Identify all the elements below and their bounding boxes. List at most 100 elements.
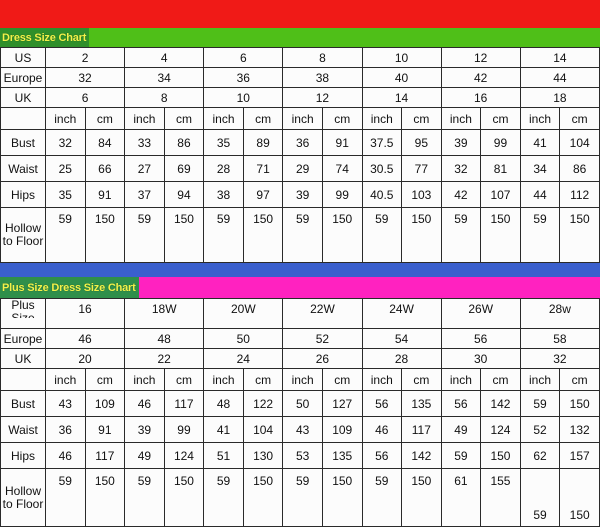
cell-hollow-plus: 150 [321,468,363,527]
table-row-units: inch cm inch cm inch cm inch cm inch cm … [0,107,600,130]
cell-waist: 27 [124,155,165,182]
cell-uk-plus: 32 [519,348,600,369]
table-row-plus-size: Plus Size 16 18W 20W 22W 24W 26W 28w [0,298,600,329]
row-label-hollow-to-floor: Hollow to Floor [0,207,46,263]
cell-bust-plus: 43 [45,390,86,417]
cell-hollow-plus: 150 [84,468,126,527]
cell-hollow: 59 [45,207,86,263]
cell-waist-plus: 124 [480,416,521,443]
unit-header-cm: cm [401,368,442,391]
cell-hollow: 150 [401,207,442,263]
unit-header-cm: cm [242,107,284,130]
cell-hollow: 59 [203,207,244,263]
cell-plus-size: 18W [124,298,205,329]
cell-waist: 71 [242,155,284,182]
cell-bust-plus: 56 [361,390,403,417]
cell-hips-plus: 51 [203,442,244,469]
cell-waist-plus: 43 [282,416,323,443]
unit-header-inch: inch [282,368,323,391]
cell-bust-plus: 59 [519,390,561,417]
cell-uk-size: 10 [203,87,284,108]
unit-header-inch: inch [519,368,561,391]
unit-header-inch: inch [361,368,403,391]
row-label-waist: Waist [0,155,46,182]
unit-header-cm: cm [480,107,521,130]
cell-hips: 91 [84,181,126,208]
cell-uk-plus: 26 [282,348,363,369]
cell-waist-plus: 132 [559,416,600,443]
table-row-hips-plus: Hips 46 117 49 124 51 130 53 135 56 142 … [0,442,600,469]
cell-hollow: 59 [124,207,165,263]
cell-bust-plus: 50 [282,390,323,417]
cell-bust: 39 [440,129,482,156]
cell-bust: 86 [163,129,205,156]
cell-hollow-plus: 61 [440,468,482,527]
table-row-uk: UK 6 8 10 12 14 16 18 [0,87,600,108]
cell-hollow: 150 [242,207,284,263]
unit-header-cm: cm [242,368,284,391]
cell-hips: 37 [124,181,165,208]
cell-hips: 94 [163,181,205,208]
cell-waist-plus: 46 [361,416,403,443]
row-label-bust-plus: Bust [0,390,46,417]
unit-header-cm: cm [559,107,600,130]
cell-europe-plus: 54 [361,328,442,349]
cell-hips: 99 [321,181,363,208]
cell-hollow-plus: 150 [242,468,284,527]
cell-hollow-plus: 59 [361,468,403,527]
cell-europe-plus: 58 [519,328,600,349]
cell-bust: 95 [401,129,442,156]
cell-hollow-plus: 59 [45,468,86,527]
cell-bust-plus: 150 [559,390,600,417]
cell-waist: 28 [203,155,244,182]
cell-bust: 37.5 [361,129,403,156]
cell-hollow: 150 [321,207,363,263]
cell-plus-size: 26W [440,298,521,329]
cell-us-size: 4 [124,47,205,68]
cell-waist-plus: 109 [321,416,363,443]
cell-europe-size: 40 [361,67,442,88]
cell-europe-size: 42 [440,67,521,88]
unit-header-inch: inch [124,368,165,391]
cell-waist-plus: 49 [440,416,482,443]
cell-plus-size: 20W [203,298,284,329]
cell-hips: 39 [282,181,323,208]
cell-hollow-plus: 59 [282,468,323,527]
cell-hollow-plus: 59 [124,468,165,527]
unit-header-inch: inch [203,368,244,391]
cell-europe-plus: 52 [282,328,363,349]
cell-hips-plus: 117 [84,442,126,469]
hollow-label-line1: Hollow [4,221,41,235]
cell-uk-size: 8 [124,87,205,108]
cell-us-size: 12 [440,47,521,68]
cell-uk-size: 16 [440,87,521,108]
cell-uk-size: 12 [282,87,363,108]
cell-hips: 103 [401,181,442,208]
unit-header-inch: inch [361,107,403,130]
cell-hollow: 150 [163,207,205,263]
cell-waist: 29 [282,155,323,182]
unit-header-cm: cm [84,107,126,130]
unit-header-inch: inch [282,107,323,130]
cell-bust: 41 [519,129,561,156]
table-row-units-plus: inch cm inch cm inch cm inch cm inch cm … [0,368,600,391]
cell-hips-plus: 46 [45,442,86,469]
cell-waist-plus: 39 [124,416,165,443]
unit-header-inch: inch [203,107,244,130]
cell-europe-plus: 50 [203,328,284,349]
cell-hips-plus: 59 [440,442,482,469]
table-row-europe: Europe 32 34 36 38 40 42 44 [0,67,600,88]
cell-hollow: 150 [480,207,521,263]
unit-header-cm: cm [84,368,126,391]
cell-bust-plus: 109 [84,390,126,417]
cell-hollow-plus: 150 [559,468,600,527]
cell-europe-size: 44 [519,67,600,88]
cell-hollow: 59 [282,207,323,263]
cell-waist-plus: 104 [242,416,284,443]
cell-bust: 32 [45,129,86,156]
cell-us-size: 8 [282,47,363,68]
cell-europe-size: 38 [282,67,363,88]
cell-plus-size: 16 [44,298,126,329]
row-label-europe: Europe [0,67,46,88]
cell-europe-plus: 48 [124,328,205,349]
